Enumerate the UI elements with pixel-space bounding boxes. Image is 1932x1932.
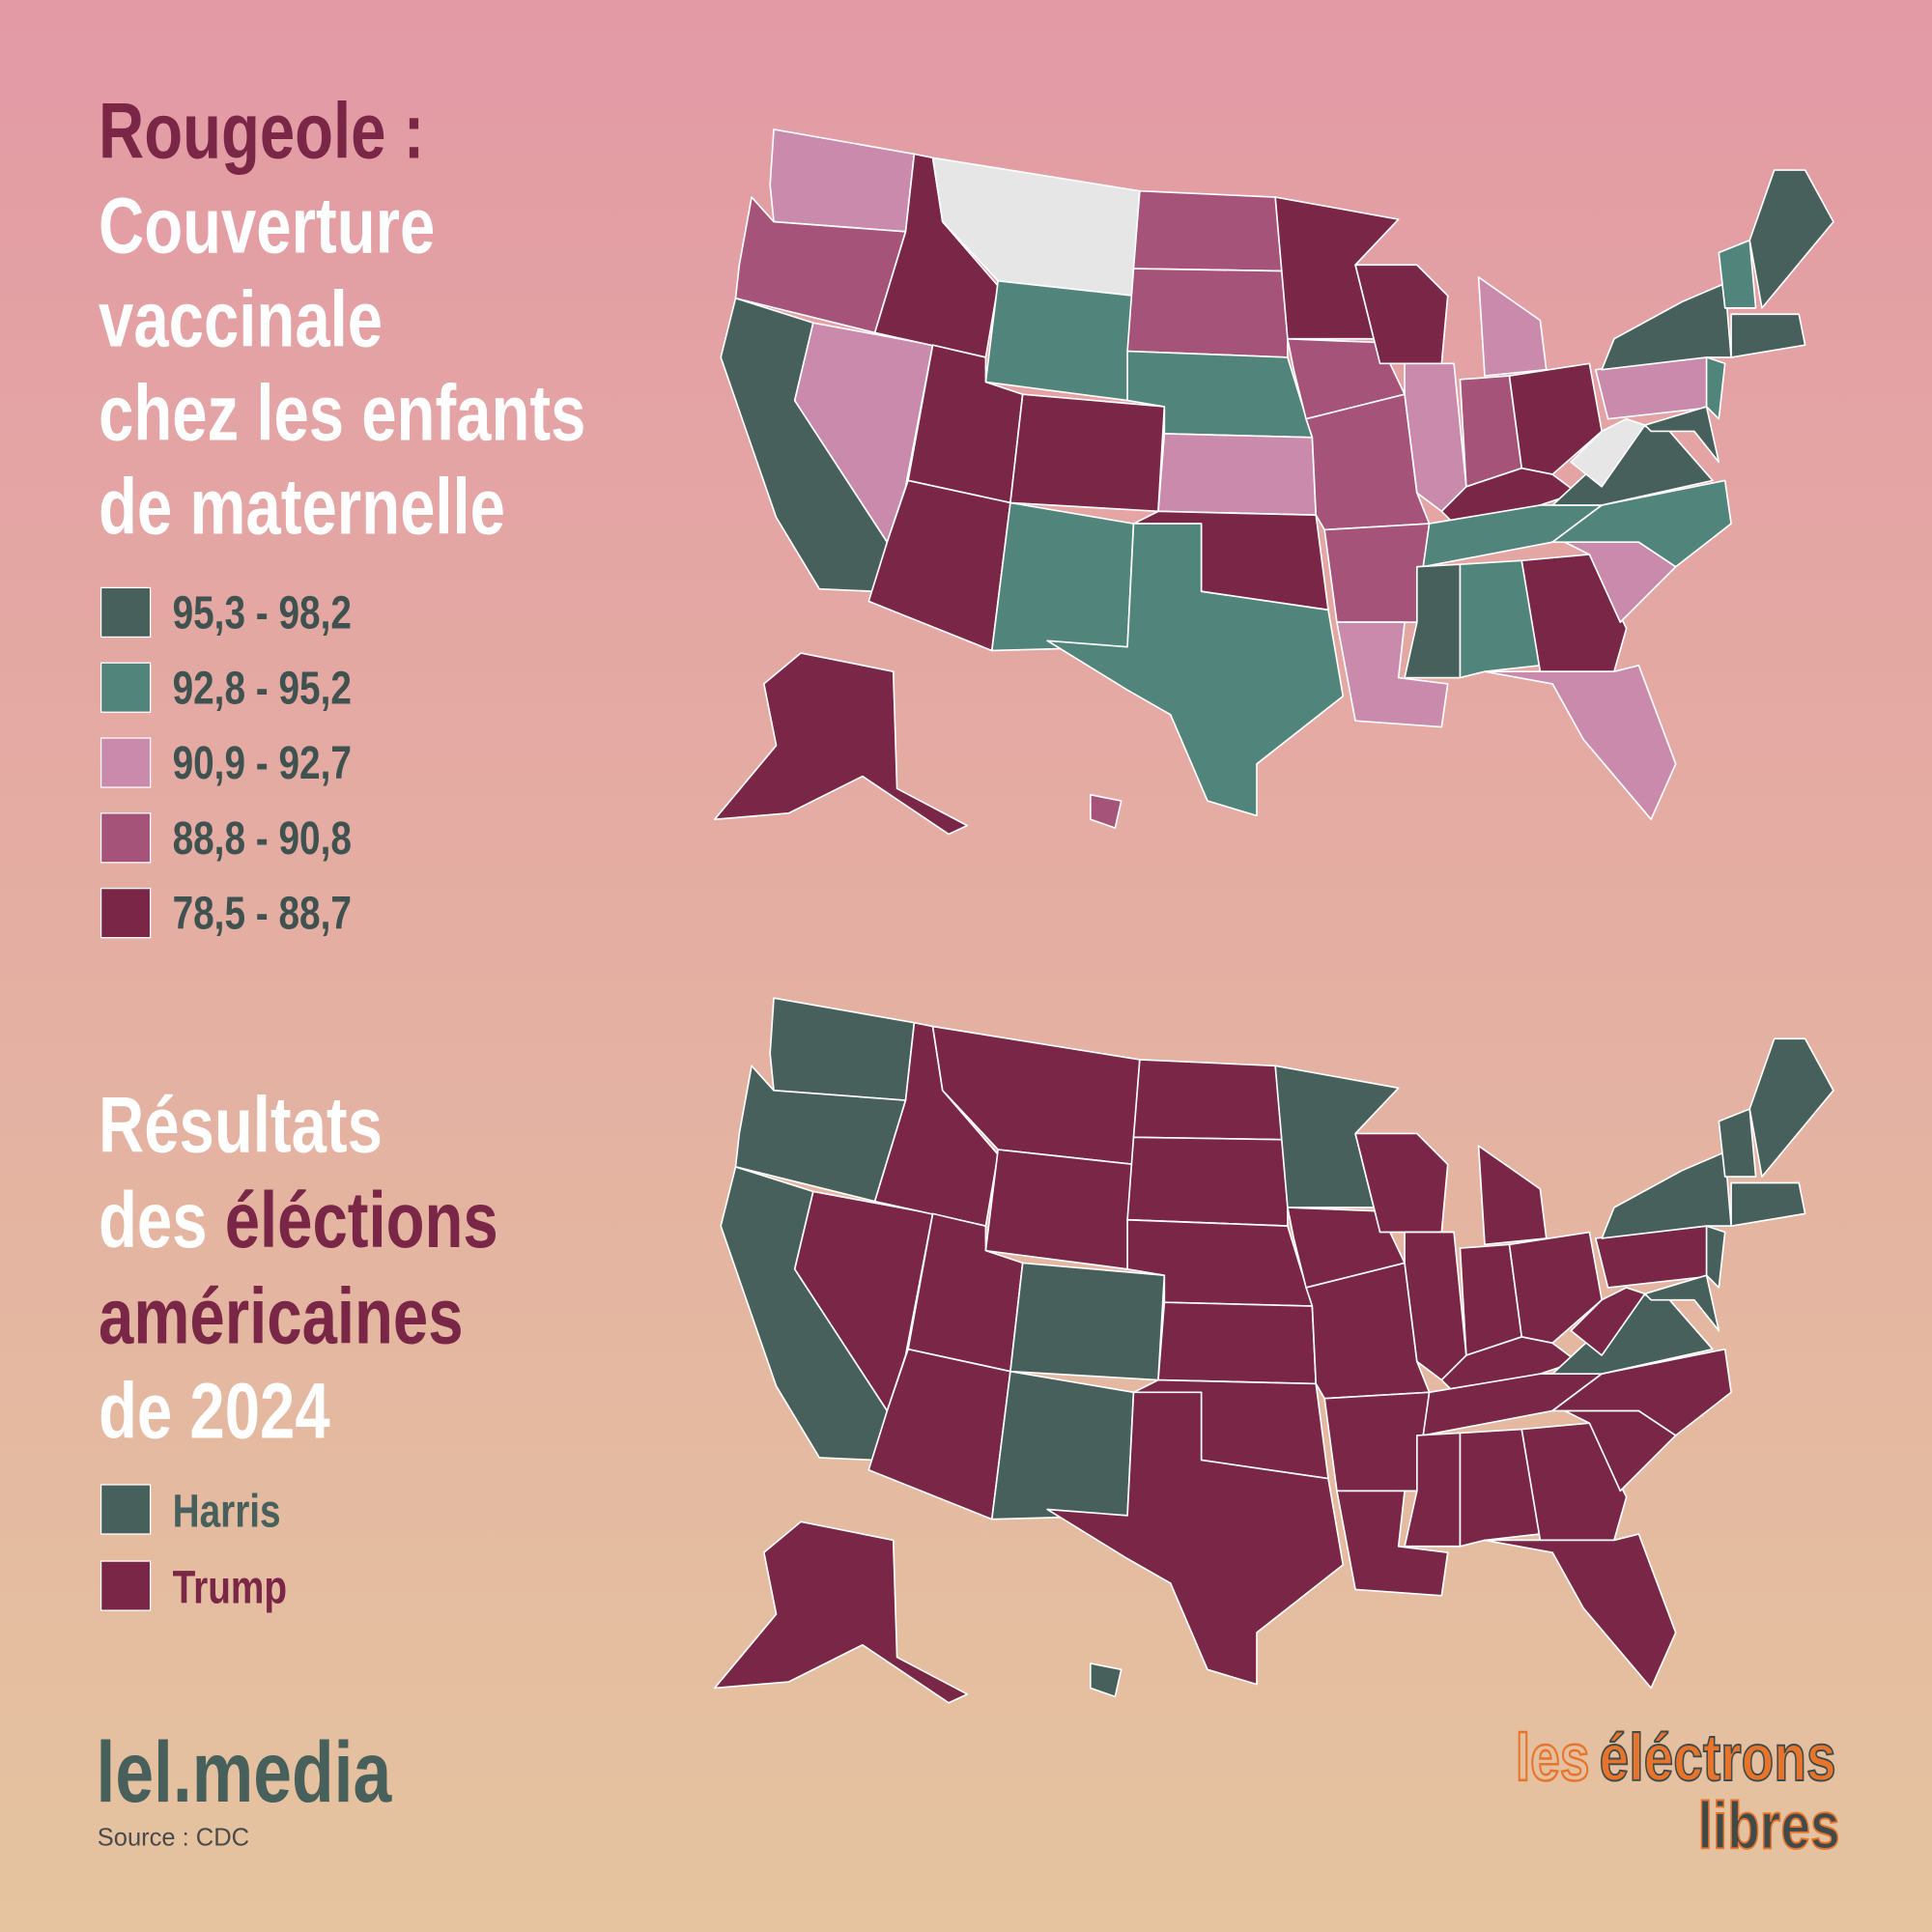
state xyxy=(1404,1432,1462,1548)
state xyxy=(1009,1262,1166,1381)
vaccination-map xyxy=(713,128,1834,836)
legend-label: Harris xyxy=(173,1485,281,1537)
title-part: américaines xyxy=(99,1271,464,1360)
state xyxy=(1748,1037,1834,1178)
state xyxy=(984,1149,1135,1270)
state xyxy=(1705,1225,1726,1289)
state xyxy=(1508,362,1603,475)
state xyxy=(1459,559,1542,679)
title-line: Rougeole : xyxy=(99,86,424,175)
state xyxy=(1748,169,1834,309)
state xyxy=(867,479,1011,652)
state xyxy=(713,1520,969,1704)
title-line: des éléctions xyxy=(99,1176,498,1264)
legend-label: 95,3 - 98,2 xyxy=(173,586,352,639)
state xyxy=(1730,1181,1806,1227)
legend-label: 90,9 - 92,7 xyxy=(173,737,352,789)
state xyxy=(1089,793,1122,829)
logo-line: libres xyxy=(1698,1790,1840,1863)
state xyxy=(1046,523,1345,817)
election-map xyxy=(713,997,1834,1704)
state xyxy=(1508,1231,1603,1345)
legend-swatch xyxy=(99,662,152,713)
state xyxy=(1009,393,1166,513)
state xyxy=(1046,1391,1345,1686)
state xyxy=(1157,1301,1318,1385)
title-line: Couverture xyxy=(99,181,435,270)
state xyxy=(1336,1490,1449,1597)
legend-swatch xyxy=(99,1560,152,1611)
state xyxy=(867,1348,1011,1520)
legend-label: 78,5 - 88,7 xyxy=(173,888,352,940)
logo-part: éléctrons xyxy=(1600,1721,1836,1795)
state xyxy=(1730,313,1806,358)
state xyxy=(1126,1136,1289,1227)
state xyxy=(1520,1422,1628,1542)
state xyxy=(1570,1287,1646,1356)
title-line: Résultats xyxy=(99,1081,383,1170)
legend-label: 92,8 - 95,2 xyxy=(173,662,352,714)
title-part: Résultats xyxy=(99,1081,383,1170)
legend-label: Trump xyxy=(173,1561,287,1613)
legend-label: 88,8 - 90,8 xyxy=(173,812,352,865)
state xyxy=(1484,664,1677,821)
state xyxy=(1520,554,1628,672)
state xyxy=(1718,239,1757,309)
legend-swatch xyxy=(99,586,152,639)
title-line: de 2024 xyxy=(99,1367,330,1456)
title-part: éléctions xyxy=(225,1176,498,1264)
title-part: de 2024 xyxy=(99,1367,330,1456)
state xyxy=(1484,1533,1677,1690)
state xyxy=(1705,356,1726,420)
logo-line: les éléctrons xyxy=(1516,1721,1836,1795)
logo-part: les xyxy=(1516,1721,1590,1795)
state xyxy=(984,279,1135,402)
legend-swatch xyxy=(99,1484,152,1535)
state xyxy=(1132,1059,1289,1141)
title-line: américaines xyxy=(99,1271,464,1360)
state xyxy=(1132,189,1289,272)
state xyxy=(1570,417,1646,488)
state xyxy=(1089,1662,1122,1698)
state xyxy=(1718,1108,1757,1178)
title-line: vaccinale xyxy=(99,274,383,363)
brand: lel.media xyxy=(96,1724,392,1820)
legend-swatch xyxy=(99,812,152,864)
state xyxy=(1323,523,1431,623)
state xyxy=(1404,563,1462,679)
state xyxy=(1336,621,1449,728)
title-line: chez les enfants xyxy=(99,368,585,457)
legend-swatch xyxy=(99,888,152,939)
state xyxy=(1643,1274,1720,1332)
state xyxy=(1126,268,1289,358)
state xyxy=(1157,433,1318,516)
state xyxy=(1459,1428,1542,1548)
state xyxy=(990,501,1135,652)
state xyxy=(1643,406,1720,464)
state xyxy=(713,652,969,836)
source: Source : CDC xyxy=(98,1825,249,1852)
title-line: de maternelle xyxy=(99,462,505,551)
state xyxy=(1323,1391,1431,1492)
legend-swatch xyxy=(99,737,152,788)
state xyxy=(990,1370,1135,1520)
title-part: des xyxy=(99,1176,225,1264)
